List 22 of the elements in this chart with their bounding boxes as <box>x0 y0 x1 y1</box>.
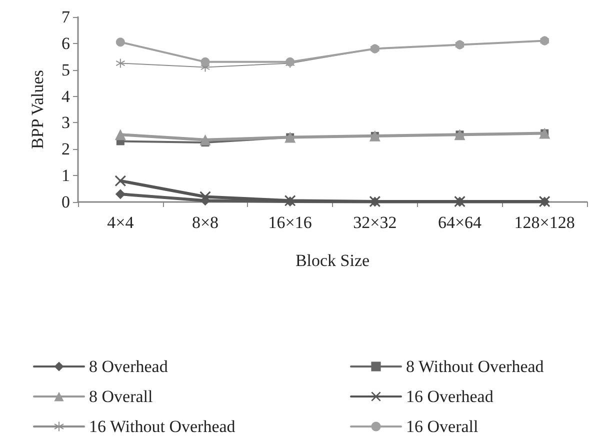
x-tick-label: 8×8 <box>192 213 219 232</box>
y-tick-label: 4 <box>62 86 70 106</box>
x-tick-label: 64×64 <box>438 213 482 232</box>
legend-label: 8 Overall <box>89 387 153 406</box>
y-tick-label: 5 <box>62 60 70 80</box>
legend-label: 8 Overhead <box>89 357 168 376</box>
x-tick-label: 16×16 <box>268 213 312 232</box>
x-tick-label: 128×128 <box>514 213 575 232</box>
x-tick-label: 4×4 <box>107 213 134 232</box>
legend-label: 8 Without Overhead <box>406 357 544 376</box>
y-tick-label: 2 <box>62 140 70 159</box>
y-tick-label: 1 <box>62 166 70 186</box>
y-tick-label: 3 <box>62 113 70 132</box>
y-tick-label: 0 <box>62 192 70 212</box>
x-tick-label: 32×32 <box>353 213 397 232</box>
y-tick-label: 6 <box>62 34 70 53</box>
y-tick-label: 7 <box>62 8 70 26</box>
x-axis-title: Block Size <box>295 251 370 270</box>
legend-label: 16 Overhead <box>406 387 494 406</box>
legend-label: 16 Without Overhead <box>89 417 236 436</box>
y-axis-title: BPP Values <box>28 70 47 149</box>
legend-label: 16 Overall <box>406 417 478 436</box>
